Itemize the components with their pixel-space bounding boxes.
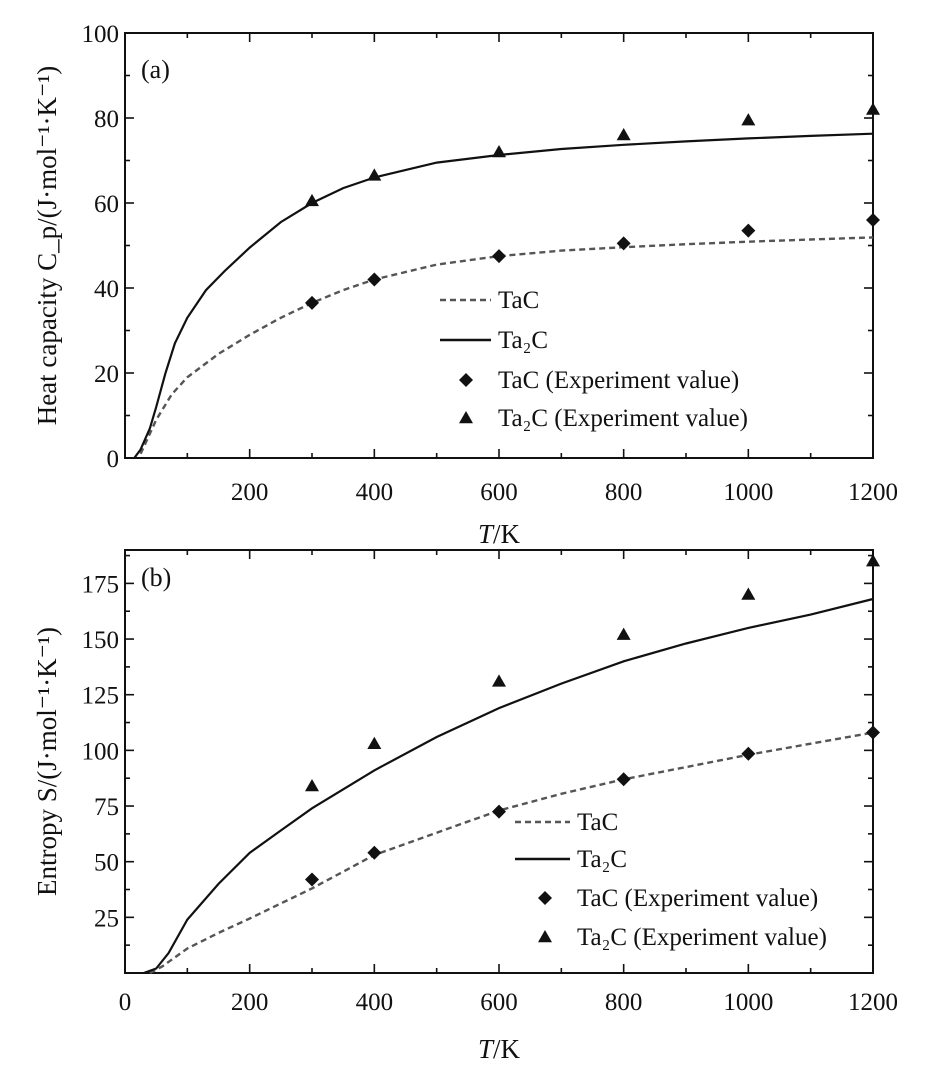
ta2c-experiment-point: [492, 145, 506, 158]
x-tick-label: 200: [231, 479, 269, 506]
ta2c-model-line: [143, 597, 874, 975]
y-tick-label: 20: [94, 361, 119, 388]
x-tick-label: 800: [605, 989, 643, 1016]
x-axis-title-unit: /K: [493, 1034, 521, 1064]
y-tick-label: 75: [94, 794, 119, 821]
x-tick-label: 200: [231, 989, 269, 1016]
ta2c-experiment-point: [492, 674, 506, 687]
panel-a-heat-capacity: 200 400 600 800 1000 1200 0 20 40 60 80 100 T/K Heat …: [32, 21, 898, 549]
legend-marker: [538, 891, 552, 905]
panel-b-entropy: 0 200 400 600 800 1000 1200 25 50 75 100 125 150 175 T…: [32, 549, 898, 1064]
y-tick-label: 80: [94, 106, 119, 133]
legend-marker: [459, 411, 473, 424]
legend-label: Ta₂C (Experiment value): [498, 405, 748, 432]
ta2c-experiment-point: [616, 128, 631, 141]
x-tick-label: 1000: [723, 479, 773, 506]
x-tick-label: 600: [480, 479, 518, 506]
tac-experiment-point: [367, 272, 382, 287]
legend-marker: [538, 930, 552, 943]
tac-experiment-point: [741, 746, 756, 761]
x-axis-title: T/K: [478, 1034, 521, 1064]
legend-marker: [459, 373, 473, 387]
x-axis-title-unit: /K: [493, 519, 521, 549]
tac-experiment-point: [616, 236, 631, 251]
x-axis-title-symbol: T: [478, 519, 495, 549]
y-tick-label: 175: [82, 571, 120, 598]
ta2c-experiment-point: [741, 587, 756, 600]
x-tick-label: 0: [119, 989, 132, 1016]
x-tick-label: 400: [356, 989, 394, 1016]
legend: TaC Ta₂C TaC (Experiment value) Ta₂C (Exper…: [515, 809, 827, 951]
plot-frame: [124, 32, 874, 459]
legend-label: TaC: [498, 287, 539, 314]
y-tick-label: 50: [94, 850, 119, 877]
x-tick-label: 1000: [723, 989, 773, 1016]
ta2c-model-line: [133, 132, 874, 459]
legend-label: TaC (Experiment value): [577, 885, 818, 912]
tac-experiment-point: [305, 872, 319, 887]
y-tick-label: 150: [82, 627, 120, 654]
tac-experiment-point: [305, 295, 319, 310]
ta2c-experiment-point: [367, 736, 382, 749]
panel-label: (a): [141, 55, 170, 84]
x-tick-label: 800: [605, 479, 643, 506]
legend-label: Ta₂C: [577, 846, 627, 873]
y-tick-label: 0: [107, 446, 120, 473]
legend: TaC Ta₂C TaC (Experiment value) Ta₂C (Exper…: [440, 287, 748, 432]
y-tick-label: 40: [94, 276, 119, 303]
tac-experiment-point: [492, 804, 506, 819]
tac-experiment-point: [866, 213, 880, 227]
x-tick-label: 400: [356, 479, 394, 506]
y-tick-label: 60: [94, 191, 119, 218]
y-tick-label: 100: [82, 738, 120, 765]
ta2c-experiment-point: [866, 554, 880, 567]
x-axis-title-symbol: T: [478, 1034, 495, 1064]
y-axis-title: Entropy S/(J·mol⁻¹·K⁻¹): [32, 627, 62, 896]
ta2c-experiment-point: [866, 102, 880, 115]
x-tick-label: 1200: [848, 479, 898, 506]
tac-experiment-point: [492, 249, 506, 264]
legend-label: TaC (Experiment value): [498, 367, 739, 394]
ta2c-experiment-point: [367, 168, 382, 181]
tac-experiment-point: [367, 845, 382, 860]
panel-label: (b): [141, 563, 171, 592]
x-tick-label: 1200: [848, 989, 898, 1016]
ta2c-experiment-point: [305, 193, 319, 207]
ta2c-experiment-point: [305, 778, 319, 792]
legend-label: TaC: [577, 809, 618, 836]
ta2c-experiment-point: [616, 627, 631, 640]
tac-experiment-point: [741, 223, 756, 238]
y-axis-title: Heat capacity C_p/(J·mol⁻¹·K⁻¹): [32, 66, 62, 426]
tac-experiment-point: [866, 725, 880, 740]
x-tick-label: 600: [480, 989, 518, 1016]
tac-model-line: [149, 731, 874, 975]
y-tick-label: 25: [94, 905, 119, 932]
ta2c-experiment-point: [741, 113, 756, 126]
y-tick-label: 125: [82, 683, 120, 710]
legend-label: Ta₂C (Experiment value): [577, 924, 827, 951]
y-tick-label: 100: [82, 21, 120, 48]
x-axis-title: T/K: [478, 519, 521, 549]
legend-label: Ta₂C: [498, 327, 548, 354]
tac-experiment-point: [616, 772, 631, 787]
